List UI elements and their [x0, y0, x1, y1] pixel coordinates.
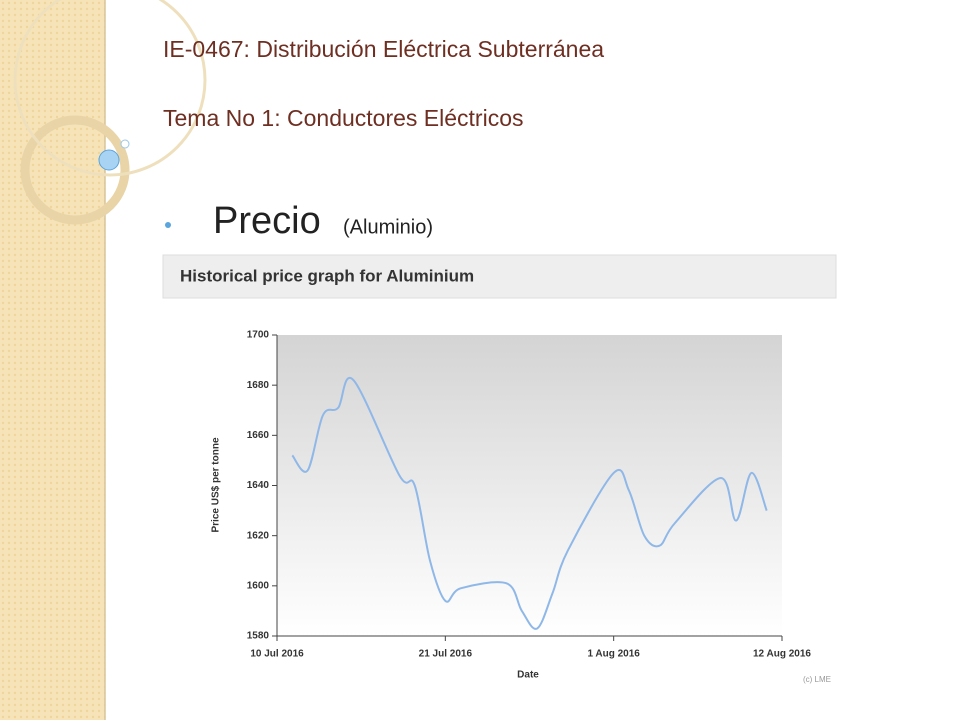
x-tick-label: 10 Jul 2016	[250, 649, 304, 660]
bullet-note: (Aluminio)	[343, 216, 433, 238]
bullet-dot	[165, 222, 171, 228]
chart-title: Historical price graph for Aluminium	[180, 266, 474, 285]
y-axis-label: Price US$ per tonne	[211, 437, 222, 532]
deco-bubble	[98, 149, 120, 171]
plot-area	[277, 335, 782, 636]
credit: (c) LME	[803, 675, 831, 684]
deco-bubble	[120, 139, 130, 149]
chart-header	[162, 254, 837, 299]
y-tick-label: 1620	[247, 530, 270, 541]
x-tick-label: 21 Jul 2016	[419, 649, 473, 660]
x-tick-label: 1 Aug 2016	[587, 649, 640, 660]
deco-ring	[20, 115, 130, 225]
y-tick-label: 1700	[247, 330, 270, 341]
bullet-text: Precio	[213, 200, 321, 242]
price-line	[291, 376, 768, 630]
slide-title: IE-0467: Distribución Eléctrica Subterrá…	[163, 36, 604, 62]
x-axis-label: Date	[517, 670, 539, 681]
side-strip	[0, 0, 105, 720]
deco-ring	[13, 0, 207, 177]
x-tick-label: 12 Aug 2016	[753, 649, 811, 660]
y-tick-label: 1680	[247, 380, 270, 391]
y-tick-label: 1640	[247, 480, 270, 491]
y-tick-label: 1580	[247, 631, 270, 642]
y-tick-label: 1660	[247, 430, 270, 441]
slide-subtitle: Tema No 1: Conductores Eléctricos	[163, 105, 524, 131]
y-tick-label: 1600	[247, 580, 270, 591]
